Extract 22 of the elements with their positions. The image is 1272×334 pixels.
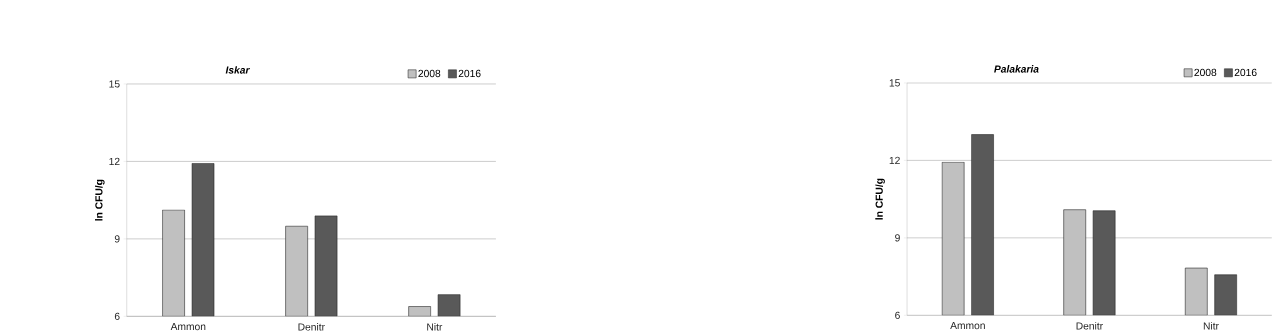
y-tick-label: 6 bbox=[114, 312, 120, 320]
x-tick-label: Ammon bbox=[950, 322, 985, 330]
y-tick-label: 12 bbox=[889, 156, 900, 164]
y-tick-label: 12 bbox=[109, 157, 120, 165]
legend-label: 2016 bbox=[458, 69, 481, 78]
x-tick-label: Ammon bbox=[170, 323, 206, 331]
y-tick-label: 9 bbox=[895, 234, 900, 242]
chart-title: Iskar bbox=[225, 66, 250, 74]
y-tick-label: 6 bbox=[895, 311, 900, 319]
x-tick-label: Denitr bbox=[1076, 322, 1103, 330]
x-tick-label: Denitr bbox=[298, 323, 325, 331]
legend-label: 2016 bbox=[1234, 68, 1257, 77]
y-tick-label: 15 bbox=[109, 80, 120, 88]
y-axis-title: ln CFU/g bbox=[875, 178, 885, 220]
y-axis-title: ln CFU/g bbox=[95, 179, 105, 221]
x-tick-label: Nitr bbox=[427, 323, 443, 331]
y-tick-label: 15 bbox=[889, 79, 900, 87]
x-tick-label: Nitr bbox=[1203, 322, 1219, 330]
y-tick-label: 9 bbox=[114, 235, 120, 243]
legend-label: 2008 bbox=[1194, 68, 1217, 77]
chart-title: Palakaria bbox=[994, 65, 1039, 73]
legend-label: 2008 bbox=[418, 69, 441, 78]
